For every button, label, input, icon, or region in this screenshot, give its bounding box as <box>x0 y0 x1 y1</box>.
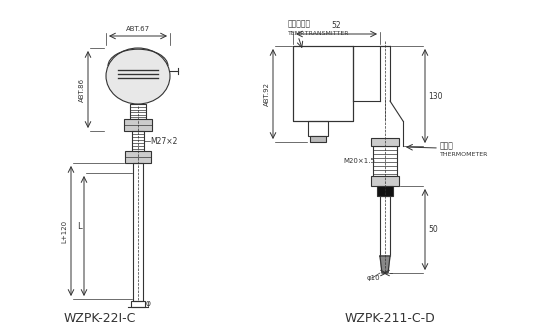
Bar <box>310 136 326 142</box>
Bar <box>380 196 390 256</box>
Text: L: L <box>78 221 82 230</box>
Text: 130: 130 <box>428 91 443 101</box>
Bar <box>124 119 152 131</box>
Ellipse shape <box>106 48 170 104</box>
Text: M27×2: M27×2 <box>150 136 177 146</box>
Bar <box>125 151 151 163</box>
Bar <box>371 176 399 186</box>
Bar <box>130 104 146 119</box>
Bar <box>293 46 353 121</box>
Text: φ: φ <box>146 300 151 308</box>
Text: 温度传感器: 温度传感器 <box>288 20 311 28</box>
Bar <box>373 146 397 176</box>
Bar <box>131 301 145 307</box>
Text: THERMOMETER: THERMOMETER <box>440 152 488 157</box>
Bar <box>308 121 328 136</box>
Bar <box>132 131 144 151</box>
Text: TEMP.TRANSMITTER: TEMP.TRANSMITTER <box>288 30 349 35</box>
Bar <box>293 46 353 121</box>
Polygon shape <box>380 256 390 273</box>
Bar <box>133 163 143 301</box>
Text: ABT.67: ABT.67 <box>126 26 150 32</box>
Text: L+120: L+120 <box>61 219 67 243</box>
Text: 52: 52 <box>332 21 342 30</box>
Text: M20×1.5: M20×1.5 <box>343 158 375 164</box>
Text: WZPK-211-C-D: WZPK-211-C-D <box>345 312 436 325</box>
Text: WZPK-22I-C: WZPK-22I-C <box>64 312 136 325</box>
Text: ABT.92: ABT.92 <box>264 82 270 106</box>
Text: 50: 50 <box>428 225 438 234</box>
Text: 温度计: 温度计 <box>440 141 454 151</box>
Bar <box>371 138 399 146</box>
Text: φ10: φ10 <box>367 275 381 281</box>
Bar <box>377 186 393 196</box>
Text: ABT.86: ABT.86 <box>79 77 85 102</box>
